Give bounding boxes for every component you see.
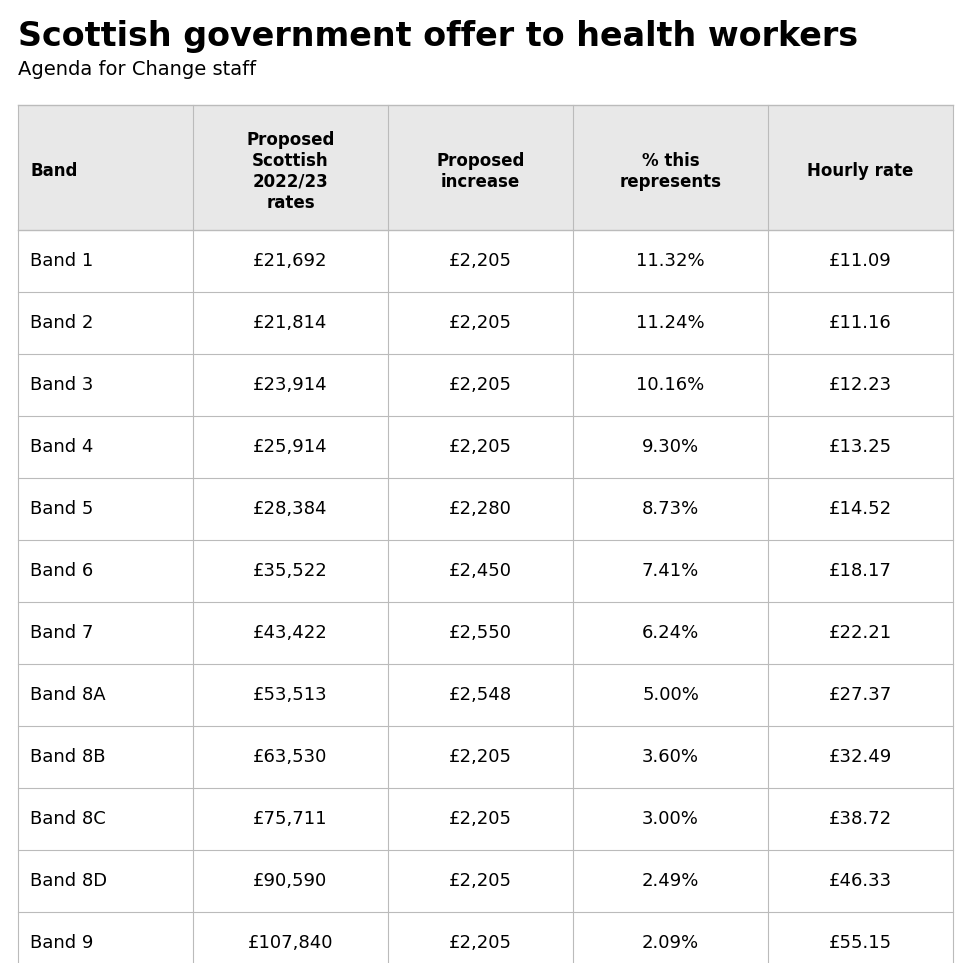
Text: £2,205: £2,205 bbox=[449, 438, 512, 456]
Text: 3.00%: 3.00% bbox=[642, 810, 699, 828]
Text: £2,280: £2,280 bbox=[449, 500, 512, 518]
Text: £12.23: £12.23 bbox=[829, 376, 892, 394]
Text: Band: Band bbox=[30, 163, 77, 180]
Text: £11.09: £11.09 bbox=[830, 252, 892, 270]
Text: Band 4: Band 4 bbox=[30, 438, 94, 456]
Text: £90,590: £90,590 bbox=[254, 872, 328, 890]
Text: 7.41%: 7.41% bbox=[642, 562, 699, 580]
Text: 6.24%: 6.24% bbox=[642, 624, 699, 642]
Text: 2.49%: 2.49% bbox=[642, 872, 699, 890]
Text: Band 8A: Band 8A bbox=[30, 686, 105, 704]
Text: £2,205: £2,205 bbox=[449, 872, 512, 890]
Text: £107,840: £107,840 bbox=[248, 934, 333, 952]
Text: Scottish government offer to health workers: Scottish government offer to health work… bbox=[18, 20, 858, 53]
Text: Agenda for Change staff: Agenda for Change staff bbox=[18, 60, 256, 79]
Text: Band 9: Band 9 bbox=[30, 934, 94, 952]
Text: Proposed
increase: Proposed increase bbox=[436, 152, 525, 191]
Text: 8.73%: 8.73% bbox=[642, 500, 699, 518]
Text: £53,513: £53,513 bbox=[253, 686, 328, 704]
Text: Band 3: Band 3 bbox=[30, 376, 94, 394]
Text: £38.72: £38.72 bbox=[829, 810, 892, 828]
Text: £21,692: £21,692 bbox=[253, 252, 328, 270]
Text: £2,205: £2,205 bbox=[449, 252, 512, 270]
Text: £25,914: £25,914 bbox=[253, 438, 328, 456]
Text: Proposed
Scottish
2022/23
rates: Proposed Scottish 2022/23 rates bbox=[246, 131, 335, 212]
Text: 11.24%: 11.24% bbox=[636, 314, 705, 332]
Text: £75,711: £75,711 bbox=[253, 810, 328, 828]
Text: £46.33: £46.33 bbox=[829, 872, 892, 890]
Text: £63,530: £63,530 bbox=[254, 748, 328, 766]
Text: £2,205: £2,205 bbox=[449, 934, 512, 952]
Text: £55.15: £55.15 bbox=[829, 934, 892, 952]
Text: 5.00%: 5.00% bbox=[642, 686, 699, 704]
Text: £18.17: £18.17 bbox=[829, 562, 892, 580]
Text: £14.52: £14.52 bbox=[829, 500, 892, 518]
Text: £13.25: £13.25 bbox=[829, 438, 892, 456]
Text: Hourly rate: Hourly rate bbox=[807, 163, 914, 180]
Text: £27.37: £27.37 bbox=[829, 686, 892, 704]
Text: £2,450: £2,450 bbox=[449, 562, 512, 580]
Text: £2,205: £2,205 bbox=[449, 376, 512, 394]
Text: £2,205: £2,205 bbox=[449, 810, 512, 828]
Text: Band 8D: Band 8D bbox=[30, 872, 107, 890]
Text: £2,548: £2,548 bbox=[449, 686, 512, 704]
Text: 2.09%: 2.09% bbox=[642, 934, 699, 952]
Text: 11.32%: 11.32% bbox=[636, 252, 705, 270]
Text: £28,384: £28,384 bbox=[253, 500, 328, 518]
Text: 10.16%: 10.16% bbox=[636, 376, 705, 394]
Text: 3.60%: 3.60% bbox=[642, 748, 699, 766]
Bar bbox=[18, 105, 953, 230]
Text: £32.49: £32.49 bbox=[829, 748, 892, 766]
Text: Band 7: Band 7 bbox=[30, 624, 94, 642]
Text: £2,205: £2,205 bbox=[449, 314, 512, 332]
Text: Band 8C: Band 8C bbox=[30, 810, 105, 828]
Text: £11.16: £11.16 bbox=[830, 314, 892, 332]
Text: Band 2: Band 2 bbox=[30, 314, 94, 332]
Text: % this
represents: % this represents bbox=[620, 152, 721, 191]
Text: £23,914: £23,914 bbox=[253, 376, 328, 394]
Text: 9.30%: 9.30% bbox=[642, 438, 699, 456]
Text: Band 8B: Band 8B bbox=[30, 748, 105, 766]
Text: Band 1: Band 1 bbox=[30, 252, 94, 270]
Text: £22.21: £22.21 bbox=[829, 624, 892, 642]
Text: £21,814: £21,814 bbox=[254, 314, 328, 332]
Text: £35,522: £35,522 bbox=[253, 562, 328, 580]
Text: £2,550: £2,550 bbox=[449, 624, 512, 642]
Text: £43,422: £43,422 bbox=[253, 624, 328, 642]
Text: Band 5: Band 5 bbox=[30, 500, 94, 518]
Text: £2,205: £2,205 bbox=[449, 748, 512, 766]
Text: Band 6: Band 6 bbox=[30, 562, 94, 580]
